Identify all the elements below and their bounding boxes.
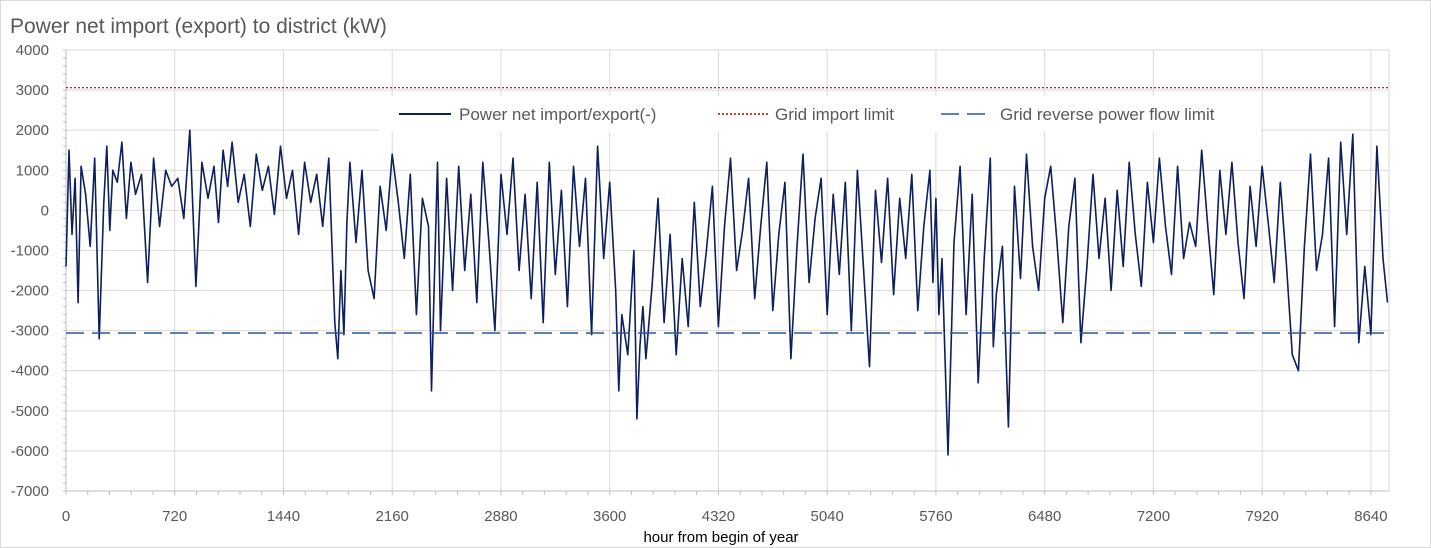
y-tick-label: 3000 [16,82,49,99]
legend-box [379,96,1261,132]
y-tick-label: -7000 [11,483,49,500]
x-tick-label: 720 [162,508,187,525]
legend-label-1: Power net import/export(-) [459,105,656,124]
x-axis-label: hour from begin of year [643,529,798,546]
x-tick-label: 2880 [484,508,517,525]
y-tick-label: 2000 [16,122,49,139]
y-tick-label: 1000 [16,162,49,179]
y-tick-label: -1000 [11,242,49,259]
legend-label-2: Grid import limit [775,105,894,124]
x-tick-label: 1440 [267,508,300,525]
y-tick-label: -3000 [11,323,49,340]
x-tick-label: 4320 [702,508,735,525]
series-line-1 [65,129,1389,456]
legend-label-3: Grid reverse power flow limit [1000,105,1215,124]
x-tick-label: 2160 [376,508,409,525]
x-tick-label: 6480 [1028,508,1061,525]
legend: Power net import/export(-) Grid import li… [379,96,1261,132]
chart-title: Power net import (export) to district (k… [10,15,387,38]
x-tick-label: 7200 [1137,508,1170,525]
x-tick-label: 8640 [1354,508,1387,525]
x-tick-label: 5040 [810,508,843,525]
y-tick-label: 4000 [16,42,49,59]
y-tick-label: -2000 [11,283,49,300]
y-tick-label: -5000 [11,403,49,420]
x-tick-labels: 0 720 1440 2160 2880 3600 4320 5040 5760 6480 7200… [62,508,1388,525]
y-tick-label: -6000 [11,443,49,460]
y-tick-label: 0 [41,202,49,219]
x-tick-label: 3600 [593,508,626,525]
y-tick-labels: 4000 3000 2000 1000 0 -1000 -2000 -3000 -4000 -50… [11,42,49,500]
x-tick-label: 0 [62,508,70,525]
x-tick-label: 7920 [1245,508,1278,525]
y-tick-label: -4000 [11,363,49,380]
series-lines [65,87,1389,456]
x-tick-label: 5760 [919,508,952,525]
